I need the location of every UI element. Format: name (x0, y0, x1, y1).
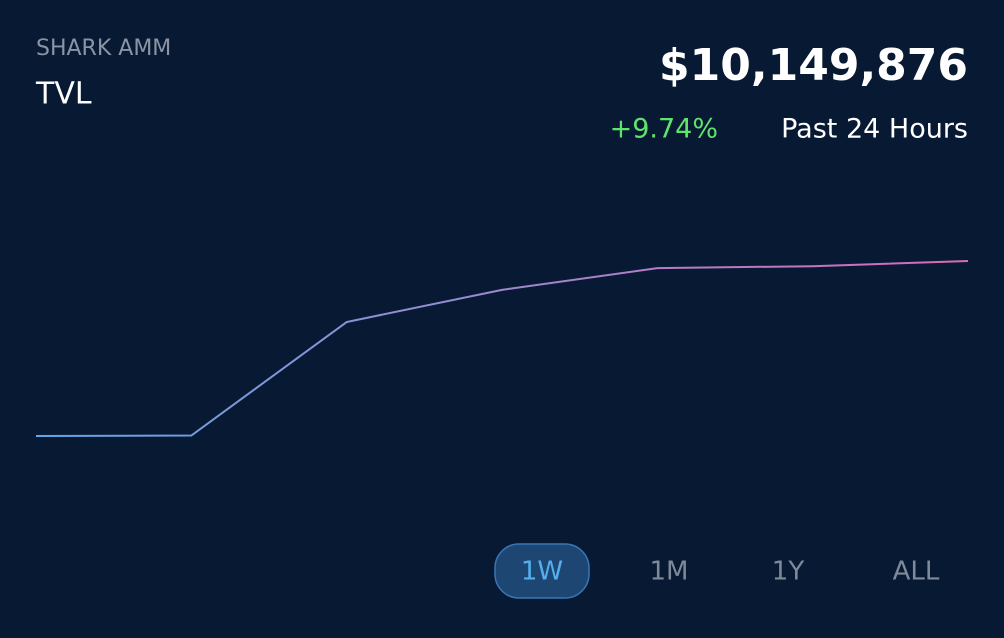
title: TVL (35, 77, 92, 112)
range-button[interactable]: ALL (893, 557, 940, 587)
change: +9.74% (610, 114, 718, 145)
tvl-value: $10,149,876 (659, 40, 968, 91)
range-button[interactable]: 1Y (772, 557, 805, 587)
range-button-bg[interactable] (494, 543, 590, 599)
range-buttons: 1W 1M 1Y ALL (494, 543, 940, 599)
range-button[interactable]: 1W (521, 557, 563, 587)
period: Past 24 Hours (781, 114, 968, 145)
range-button[interactable]: 1M (650, 557, 689, 587)
plot (35, 260, 969, 437)
subtitle: SHARK AMM (36, 36, 171, 61)
line (35, 260, 969, 437)
